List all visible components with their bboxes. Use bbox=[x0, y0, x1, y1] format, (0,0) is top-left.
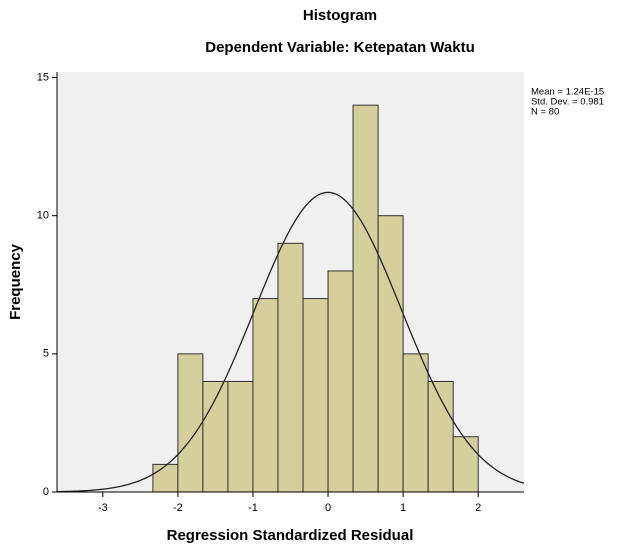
normal-curve bbox=[56, 191, 525, 493]
y-axis-label: Frequency bbox=[7, 243, 24, 320]
chart-subtitle: Dependent Variable: Ketepatan Waktu bbox=[205, 39, 475, 56]
bar bbox=[227, 380, 254, 493]
x-tick-label: -2 bbox=[173, 502, 183, 514]
bar bbox=[452, 436, 479, 493]
stat-label: Std. Dev. = 0.981 bbox=[531, 97, 604, 108]
bar bbox=[252, 298, 279, 493]
bar bbox=[352, 104, 379, 493]
x-tick-label: 1 bbox=[400, 502, 406, 514]
x-tick-label: 2 bbox=[475, 502, 481, 514]
bar bbox=[302, 298, 329, 493]
x-axis-label: Regression Standardized Residual bbox=[167, 527, 414, 544]
y-tick-label: 15 bbox=[37, 71, 49, 83]
chart-title: Histogram bbox=[303, 7, 377, 24]
bar bbox=[152, 463, 179, 493]
bar bbox=[402, 353, 429, 493]
bar bbox=[277, 242, 304, 493]
bar bbox=[377, 215, 404, 493]
stat-label: N = 80 bbox=[531, 107, 559, 118]
y-tick-label: 10 bbox=[37, 210, 49, 222]
x-tick-label: -1 bbox=[248, 502, 258, 514]
stat-label: Mean = 1.24E-15 bbox=[531, 87, 604, 98]
x-tick-label: -3 bbox=[98, 502, 108, 514]
x-tick-label: 0 bbox=[325, 502, 331, 514]
bar bbox=[327, 270, 354, 493]
y-tick-label: 0 bbox=[43, 486, 49, 498]
y-tick-label: 5 bbox=[43, 348, 49, 360]
bar bbox=[177, 353, 204, 493]
